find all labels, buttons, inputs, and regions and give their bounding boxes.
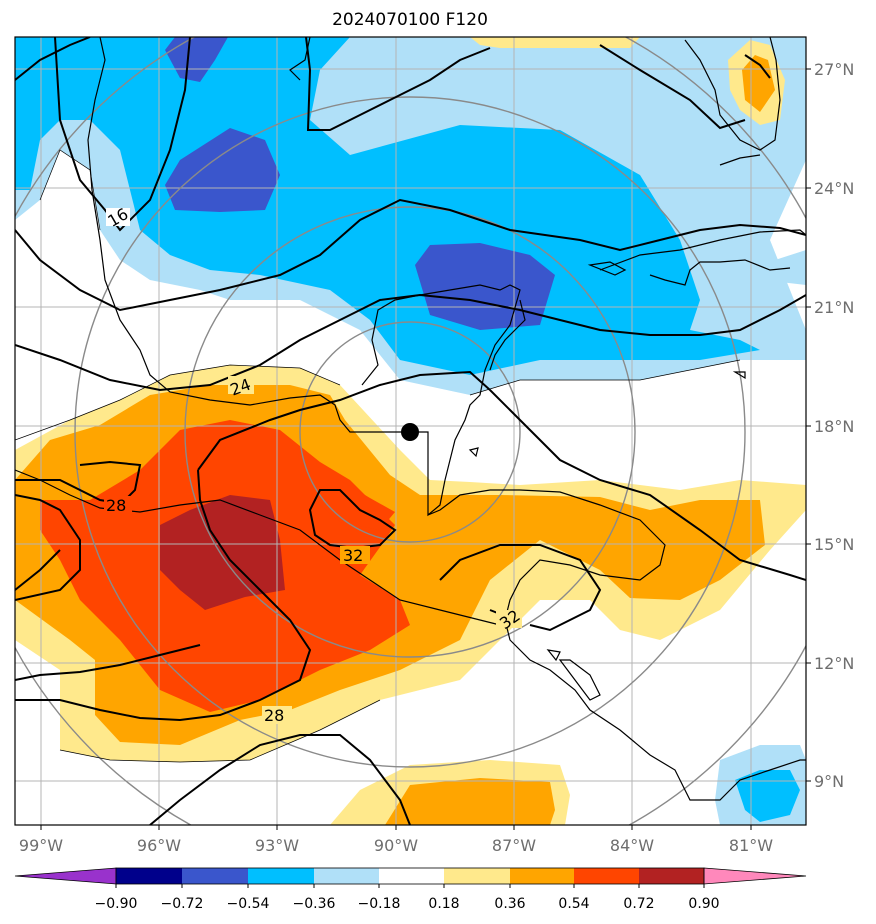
lat-label: 21°N [814,298,854,317]
lon-label: 87°W [492,836,536,855]
lat-label: 15°N [814,535,854,554]
colorbar-tick-label: 0.36 [494,896,525,912]
colorbar-tick-label: 0.72 [623,896,654,912]
colorbar-bin [510,868,574,884]
map-layers: 16 24 28 32 32 28 [15,37,806,825]
longitude-labels: 99°W 96°W 93°W 90°W 87°W 84°W 81°W [19,836,773,855]
lat-label: 12°N [814,654,854,673]
colorbar-bin [314,868,379,884]
lon-label: 99°W [19,836,63,855]
pos-max-fill [160,495,285,610]
colorbar-tick-label: −0.90 [95,896,138,912]
map-border [14,36,807,826]
lon-label: 90°W [374,836,418,855]
colorbar-bin [444,868,510,884]
colorbar-tick-label: 0.18 [428,896,459,912]
axis-ticks [40,68,811,830]
contour-label-28-west: 28 [106,496,126,515]
contour-labels: 16 24 28 32 32 28 [104,204,524,725]
contour-label-28-south: 28 [264,706,284,725]
colorbar-bin [182,868,248,884]
storm-center-marker [401,423,419,441]
colorbar-bin [379,868,444,884]
colorbar-tick-label: −0.18 [358,896,401,912]
colorbar-bin [574,868,639,884]
contour-label-32: 32 [343,546,363,565]
colorbar-tick-label: −0.54 [227,896,270,912]
lat-label: 24°N [814,179,854,198]
neg-strong-fill [165,128,280,212]
colorbar-bin [116,868,182,884]
neg-weak-fill-right [775,250,806,285]
lon-label: 84°W [610,836,654,855]
lon-label: 96°W [137,836,181,855]
colorbar-extend-max [703,867,807,885]
latitude-labels: 27°N 24°N 21°N 18°N 15°N 12°N 9°N [814,60,854,791]
lon-label: 81°W [729,836,773,855]
colorbar-tick-label: 0.90 [688,896,719,912]
colorbar: −0.90 −0.72 −0.54 −0.36 −0.18 0.18 0.36 … [14,867,807,912]
lat-label: 27°N [814,60,854,79]
pos-weak-fill-top [470,37,640,48]
lat-label: 18°N [814,417,854,436]
colorbar-tick-label: −0.72 [161,896,204,912]
colorbar-extend-min [14,867,117,885]
map-title: 2024070100 F120 [332,10,488,30]
coastlines [15,37,806,801]
graticule [15,37,806,825]
colorbar-bin [639,868,704,884]
colorbar-bin [248,868,314,884]
lon-label: 93°W [255,836,299,855]
colorbar-tick-label: 0.54 [558,896,589,912]
pos-mid-fill-s [385,778,555,825]
colorbar-tick-label: −0.36 [293,896,336,912]
lat-label: 9°N [814,772,844,791]
contours [15,37,806,825]
neg-strong-fill-3 [165,37,228,82]
range-rings [15,37,806,825]
fill-boundaries [15,149,741,763]
